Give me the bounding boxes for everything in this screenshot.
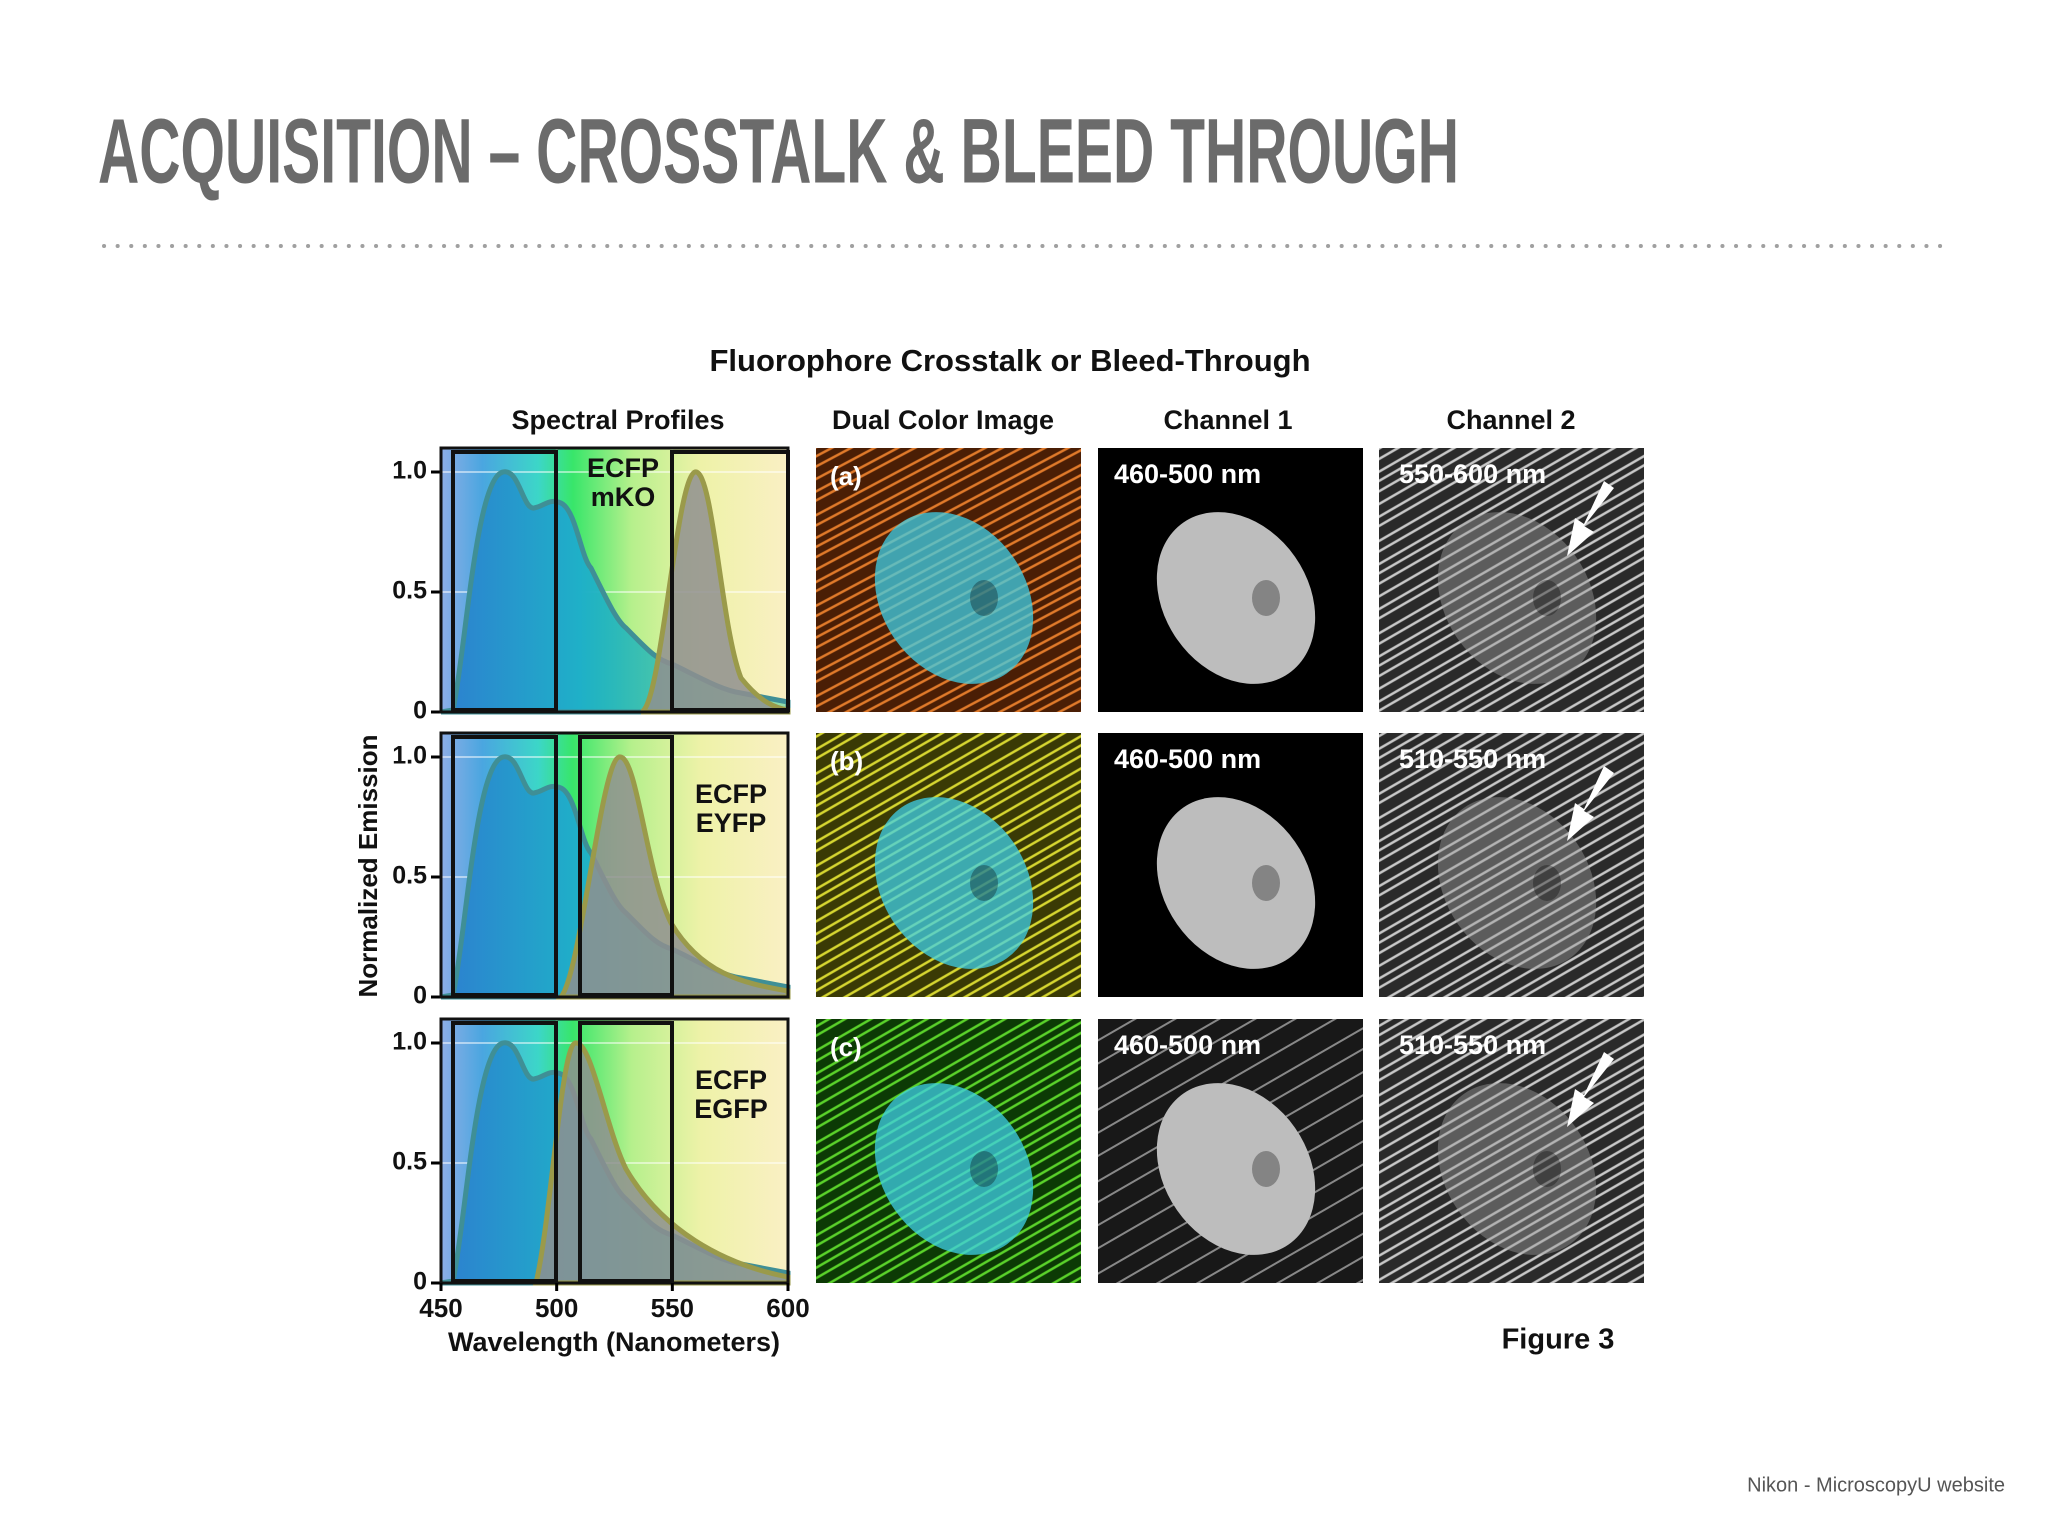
- y-axis-label: Normalized Emission: [353, 735, 383, 998]
- nucleolus: [1252, 1151, 1280, 1187]
- x-tick-label: 450: [419, 1293, 462, 1323]
- y-tick-label: 0: [413, 1268, 427, 1296]
- slide-title: ACQUISITION – CROSSTALK & BLEED THROUGH: [98, 100, 1459, 202]
- nucleus: [1437, 1083, 1597, 1255]
- dye-label: EGFP: [694, 1094, 768, 1124]
- plot-frame: [439, 731, 790, 999]
- channel-label: 510-550 nm: [1399, 744, 1546, 774]
- nucleus: [874, 1083, 1034, 1255]
- dye-label: ECFP: [695, 1065, 767, 1095]
- y-tick-label: 0.5: [392, 577, 427, 605]
- nucleolus: [970, 580, 998, 616]
- nucleus: [874, 797, 1034, 969]
- arrow: [1567, 481, 1614, 556]
- x-axis-label: Wavelength (Nanometers): [448, 1327, 780, 1357]
- arrow: [1567, 1052, 1614, 1127]
- dye-label: mKO: [591, 482, 656, 512]
- nucleus: [1156, 797, 1316, 969]
- dye-label: ECFP: [695, 779, 767, 809]
- column-header: Dual Color Image: [832, 405, 1054, 435]
- plot-frame: [439, 446, 790, 714]
- dye-label: EYFP: [696, 808, 767, 838]
- nucleolus: [1533, 1151, 1561, 1187]
- y-tick-label: 0: [413, 697, 427, 725]
- filter-box: [451, 735, 558, 997]
- nucleolus: [1533, 865, 1561, 901]
- source-credit: Nikon - MicroscopyU website: [1747, 1474, 2005, 1496]
- nucleus: [874, 512, 1034, 684]
- nucleus: [1156, 512, 1316, 684]
- nucleolus: [970, 1151, 998, 1187]
- filter-box: [451, 1021, 558, 1283]
- x-tick-label: 600: [766, 1293, 809, 1323]
- figure-title: Fluorophore Crosstalk or Bleed-Through: [709, 343, 1310, 378]
- y-tick-label: 0.5: [392, 1148, 427, 1176]
- filter-box: [578, 1021, 674, 1283]
- x-tick-label: 550: [651, 1293, 694, 1323]
- nucleolus: [970, 865, 998, 901]
- dye-label: ECFP: [587, 453, 659, 483]
- column-header: Channel 1: [1163, 405, 1292, 435]
- panel-label: (c): [830, 1032, 862, 1062]
- y-tick-label: 1.0: [392, 457, 427, 485]
- panel-label: (a): [830, 461, 862, 491]
- y-tick-label: 1.0: [392, 742, 427, 770]
- y-tick-label: 1.0: [392, 1028, 427, 1056]
- channel-label: 510-550 nm: [1399, 1030, 1546, 1060]
- filter-box: [578, 735, 674, 997]
- nucleolus: [1533, 580, 1561, 616]
- nucleus: [1437, 512, 1597, 684]
- arrow: [1567, 766, 1614, 841]
- nucleus: [1156, 1083, 1316, 1255]
- figure-caption: Figure 3: [1502, 1324, 1615, 1356]
- column-header: Spectral Profiles: [511, 405, 724, 435]
- column-header: Channel 2: [1446, 405, 1575, 435]
- channel-label: 550-600 nm: [1399, 459, 1546, 489]
- nucleolus: [1252, 580, 1280, 616]
- y-tick-label: 0.5: [392, 862, 427, 890]
- panel-label: (b): [830, 746, 863, 776]
- x-tick-label: 500: [535, 1293, 578, 1323]
- plot-frame: [439, 1017, 790, 1285]
- nucleus: [1437, 797, 1597, 969]
- nucleolus: [1252, 865, 1280, 901]
- y-tick-label: 0: [413, 982, 427, 1010]
- channel-label: 460-500 nm: [1114, 744, 1261, 774]
- channel-label: 460-500 nm: [1114, 459, 1261, 489]
- channel-label: 460-500 nm: [1114, 1030, 1261, 1060]
- filter-box: [451, 450, 558, 712]
